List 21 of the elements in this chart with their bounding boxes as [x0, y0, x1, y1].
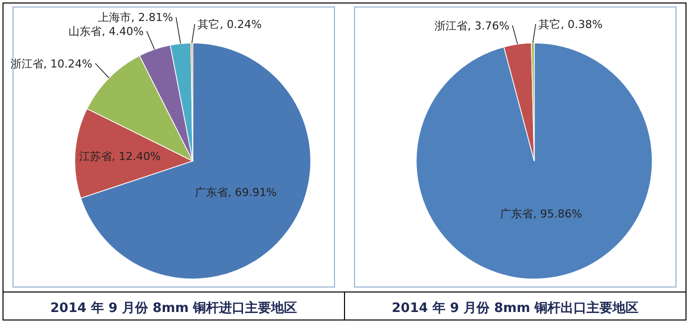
data-label: , 0.38%	[560, 18, 603, 32]
slice-label: 广东省	[500, 208, 534, 221]
text: 2014 年 9 月份 8mm 铜杆出口主要地区	[392, 300, 639, 316]
text: 2014 年 9 月份 8mm 铜杆进口主要地区	[50, 300, 298, 316]
slice-label: 其它	[198, 18, 220, 32]
data-label: , 12.40%	[112, 150, 161, 163]
slice-label: 上海市	[98, 11, 132, 24]
slice-label: 其它	[538, 18, 561, 32]
data-label: , 2.81%	[131, 11, 174, 24]
pie-slice	[416, 42, 653, 280]
data-label: , 4.40%	[102, 25, 144, 38]
data-label: , 10.24%	[43, 57, 92, 70]
slice-label: 浙江省	[434, 19, 468, 32]
slice-label: 江苏省	[78, 150, 112, 163]
slice-label: 山东省	[68, 25, 102, 38]
data-label: , 69.91%	[228, 186, 277, 200]
slice-label: 广东省	[194, 186, 228, 200]
data-label: , 3.76%	[467, 19, 510, 32]
data-label: , 95.86%	[533, 208, 582, 221]
slice-label: 浙江省	[10, 57, 44, 70]
data-label: , 0.24%	[220, 18, 262, 32]
